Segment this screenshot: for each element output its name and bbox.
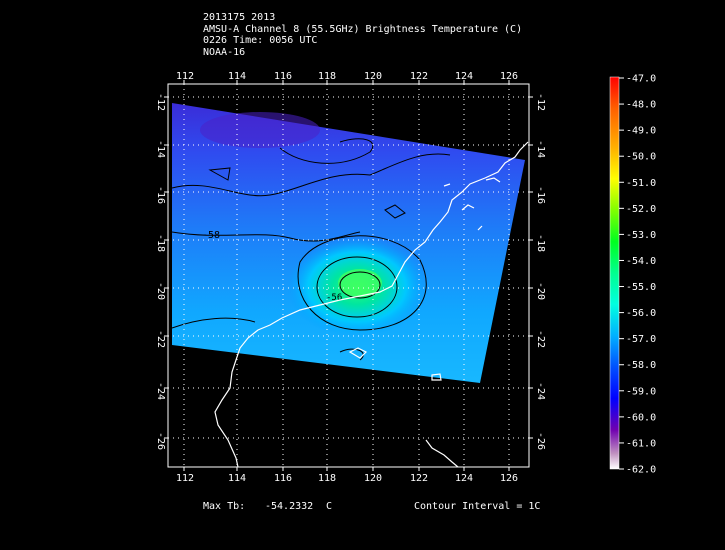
brightness-swath — [171, 103, 525, 383]
lat-tick-right: -22 — [535, 330, 546, 348]
lat-tick-left: -14 — [155, 140, 166, 158]
cold-region — [200, 112, 320, 148]
colorbar-label: -54.0 — [626, 256, 656, 267]
lon-tick-top: 118 — [318, 71, 336, 82]
colorbar-label: -49.0 — [626, 126, 656, 137]
max-tb-value: -54.2332 — [265, 501, 314, 512]
warm-core-max — [338, 269, 382, 297]
colorbar-label: -61.0 — [626, 438, 656, 449]
colorbar-label: -62.0 — [626, 465, 656, 476]
lat-tick-right: -20 — [535, 282, 546, 300]
lon-tick-top: 120 — [364, 71, 382, 82]
lon-tick-bottom: 114 — [228, 473, 246, 484]
colorbar-ramp — [609, 76, 620, 470]
header-block: 2013175 2013 AMSU-A Channel 8 (55.5GHz) … — [203, 12, 522, 58]
lat-labels-right: -12 -14 -16 -18 -20 -22 -24 -26 — [535, 93, 546, 450]
lon-tick-top: 112 — [176, 71, 194, 82]
colorbar-label: -51.0 — [626, 178, 656, 189]
colorbar-label: -47.0 — [626, 74, 656, 85]
lat-tick-right: -18 — [535, 234, 546, 252]
lat-tick-left: -26 — [155, 432, 166, 450]
lon-tick-top: 122 — [410, 71, 428, 82]
contour-interval: Contour Interval = 1C — [414, 501, 541, 512]
max-tb-unit: C — [326, 501, 333, 512]
lon-tick-top: 124 — [455, 71, 473, 82]
contour-lines — [171, 138, 451, 361]
colorbar-label: -59.0 — [626, 386, 656, 397]
lon-tick-top: 126 — [500, 71, 518, 82]
graticule — [164, 80, 533, 471]
product-title: AMSU-A Channel 8 (55.5GHz) Brightness Te… — [203, 23, 523, 35]
colorbar-label: -56.0 — [626, 308, 656, 319]
colorbar-label: -52.0 — [626, 204, 656, 215]
lat-tick-left: -24 — [155, 382, 166, 400]
colorbar-label: -58.0 — [626, 360, 656, 371]
colorbar-label: -55.0 — [626, 282, 656, 293]
max-tb-label: Max Tb: — [203, 501, 246, 512]
coastline — [214, 141, 529, 468]
contour-label-2: -56 — [326, 293, 342, 303]
storm-id-year: 2013175 2013 — [203, 12, 276, 23]
lon-tick-bottom: 120 — [364, 473, 382, 484]
lat-tick-left: -12 — [155, 93, 166, 111]
colorbar-label: -53.0 — [626, 230, 656, 241]
lon-tick-bottom: 122 — [410, 473, 428, 484]
lon-tick-bottom: 126 — [500, 473, 518, 484]
lat-tick-right: -26 — [535, 432, 546, 450]
lon-tick-bottom: 124 — [455, 473, 473, 484]
lat-tick-right: -14 — [535, 140, 546, 158]
map-frame — [167, 83, 530, 468]
contour-label-1: -58 — [202, 230, 220, 241]
lon-tick-bottom: 112 — [176, 473, 194, 484]
satellite-name: NOAA-16 — [203, 46, 246, 58]
colorbar-ticks: -47.0 -48.0 -49.0 -50.0 -51.0 -52.0 -53.0 -54.0… — [619, 74, 656, 476]
colorbar-label: -60.0 — [626, 412, 656, 423]
colorbar-label: -50.0 — [626, 152, 656, 163]
lat-tick-right: -24 — [535, 382, 546, 400]
colorbar-label: -48.0 — [626, 100, 656, 111]
lon-tick-top: 116 — [274, 71, 292, 82]
observation-time: 0226 Time: 0056 UTC — [203, 35, 318, 46]
lat-tick-right: -12 — [535, 93, 546, 111]
colorbar-label: -57.0 — [626, 334, 656, 345]
lat-labels-left: -12 -14 -16 -18 -20 -22 -24 -26 — [155, 93, 166, 450]
lon-tick-bottom: 118 — [318, 473, 336, 484]
lon-tick-top: 114 — [228, 71, 246, 82]
lon-labels-top: 112 114 116 118 120 122 124 126 — [176, 71, 518, 82]
lon-tick-bottom: 116 — [274, 473, 292, 484]
lat-tick-left: -16 — [155, 186, 166, 204]
lat-tick-right: -16 — [535, 186, 546, 204]
colorbar: -47.0 -48.0 -49.0 -50.0 -51.0 -52.0 -53.0 -54.0… — [609, 74, 656, 476]
lat-tick-left: -22 — [155, 330, 166, 348]
lat-tick-left: -20 — [155, 282, 166, 300]
lon-labels-bottom: 112 114 116 118 120 122 124 126 — [176, 473, 518, 484]
lat-tick-left: -18 — [155, 234, 166, 252]
